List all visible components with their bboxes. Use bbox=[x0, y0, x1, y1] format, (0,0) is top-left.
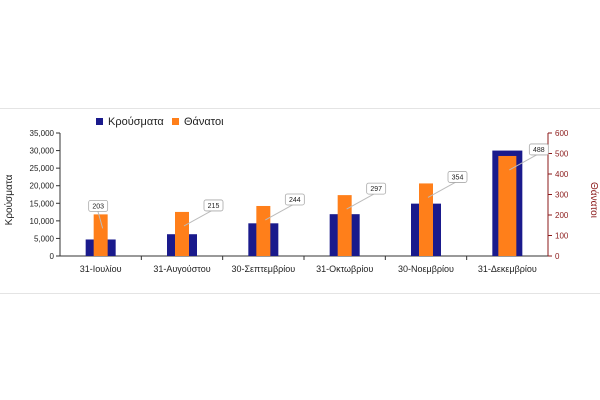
y-right-tick-label: 300 bbox=[555, 191, 569, 200]
bars bbox=[85, 150, 523, 256]
data-label-deaths: 215 bbox=[208, 203, 220, 210]
x-tick-label: 31-Οκτωβρίου bbox=[316, 264, 373, 274]
data-labels: 203 215 244 297 354 488 bbox=[88, 143, 549, 229]
axes: 35,000 30,000 25,000 20,000 15,000 10,000 5,00… bbox=[30, 129, 569, 274]
data-label-deaths: 203 bbox=[92, 203, 104, 210]
y-left-tick-label: 10,000 bbox=[30, 217, 55, 226]
data-label-deaths: 244 bbox=[289, 197, 301, 204]
y-left-tick-label: 35,000 bbox=[30, 129, 55, 138]
bar-deaths bbox=[337, 195, 352, 256]
data-label-leader bbox=[97, 210, 104, 229]
y-right-axis-title: Θάνατοι bbox=[588, 182, 600, 218]
data-label-leader bbox=[427, 180, 458, 198]
x-tick-label: 31-Δεκεμβρίου bbox=[478, 264, 537, 274]
data-label-deaths: 488 bbox=[533, 147, 545, 154]
x-tick-label: 30-Σεπτεμβρίου bbox=[231, 264, 295, 274]
chart-frame bbox=[0, 108, 600, 294]
y-left-tick-label: 15,000 bbox=[30, 199, 55, 208]
x-tick-label: 30-Νοεμβρίου bbox=[398, 264, 454, 274]
data-label-box bbox=[366, 182, 387, 195]
y-left-tick-label: 5,000 bbox=[34, 234, 55, 243]
legend-swatch-deaths bbox=[172, 118, 179, 125]
data-label-box bbox=[447, 171, 468, 183]
legend: Κρούσματα Θάνατοι bbox=[96, 116, 224, 128]
y-right-tick-label: 0 bbox=[555, 252, 560, 261]
legend-label-cases: Κρούσματα bbox=[108, 116, 164, 128]
data-label-deaths: 354 bbox=[452, 174, 464, 181]
data-label-leader bbox=[183, 209, 214, 227]
bar-deaths bbox=[498, 155, 517, 256]
data-label-box bbox=[88, 199, 109, 212]
data-label-leader bbox=[346, 192, 376, 210]
y-right-tick-label: 400 bbox=[555, 170, 569, 179]
bar-deaths bbox=[93, 214, 108, 256]
y-left-axis-title: Κρούσματα bbox=[3, 174, 15, 225]
data-label-box bbox=[528, 143, 549, 156]
x-tick-label: 31-Ιουλίου bbox=[80, 264, 122, 274]
y-right-tick-label: 200 bbox=[555, 211, 569, 220]
y-left-tick-label: 20,000 bbox=[30, 182, 55, 191]
y-right-tick-label: 500 bbox=[555, 150, 569, 159]
legend-swatch-cases bbox=[96, 118, 103, 125]
y-right-tick-label: 100 bbox=[555, 232, 569, 241]
y-left-tick-label: 0 bbox=[50, 252, 55, 261]
data-label-box bbox=[203, 199, 224, 212]
y-left-tick-label: 30,000 bbox=[30, 147, 55, 156]
bar-deaths bbox=[419, 183, 433, 256]
data-label-leader bbox=[509, 153, 539, 171]
legend-label-deaths: Θάνατοι bbox=[184, 116, 224, 128]
bar-deaths bbox=[256, 205, 271, 256]
x-tick-label: 31-Αυγούστου bbox=[153, 264, 210, 274]
data-label-box bbox=[284, 193, 305, 206]
y-left-tick-label: 25,000 bbox=[30, 164, 55, 173]
data-label-deaths: 297 bbox=[370, 186, 382, 193]
y-right-tick-label: 600 bbox=[555, 129, 569, 138]
data-label-leader bbox=[265, 203, 295, 221]
bar-deaths bbox=[175, 211, 189, 256]
